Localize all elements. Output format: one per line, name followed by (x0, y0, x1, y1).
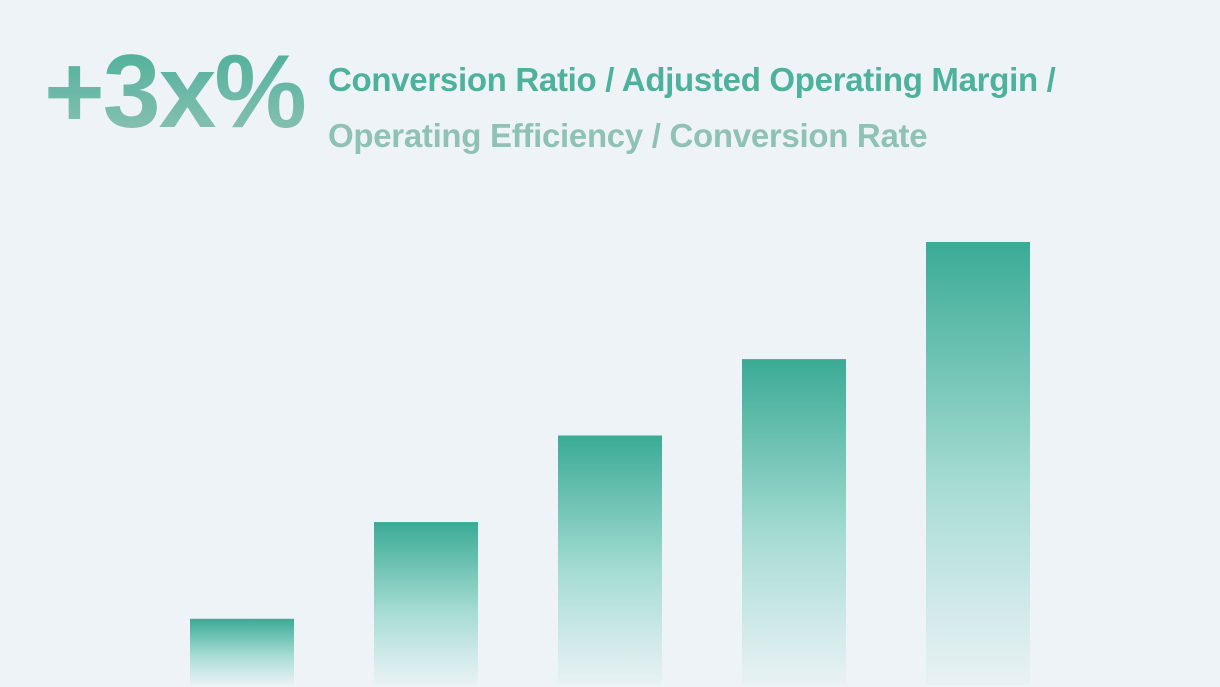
bar-1 (190, 618, 294, 685)
bar-3 (558, 435, 662, 685)
bar-2 (374, 522, 478, 685)
bar-5 (926, 242, 1030, 685)
subtitle-line-1: Conversion Ratio / Adjusted Operating Ma… (328, 61, 1056, 98)
chart-subtitle: Conversion Ratio / Adjusted Operating Ma… (328, 52, 1056, 164)
bars (190, 242, 1030, 685)
subtitle-line-2: Operating Efficiency / Conversion Rate (328, 117, 928, 154)
bar-4 (742, 359, 846, 685)
headline-value: +3x% (44, 34, 307, 150)
